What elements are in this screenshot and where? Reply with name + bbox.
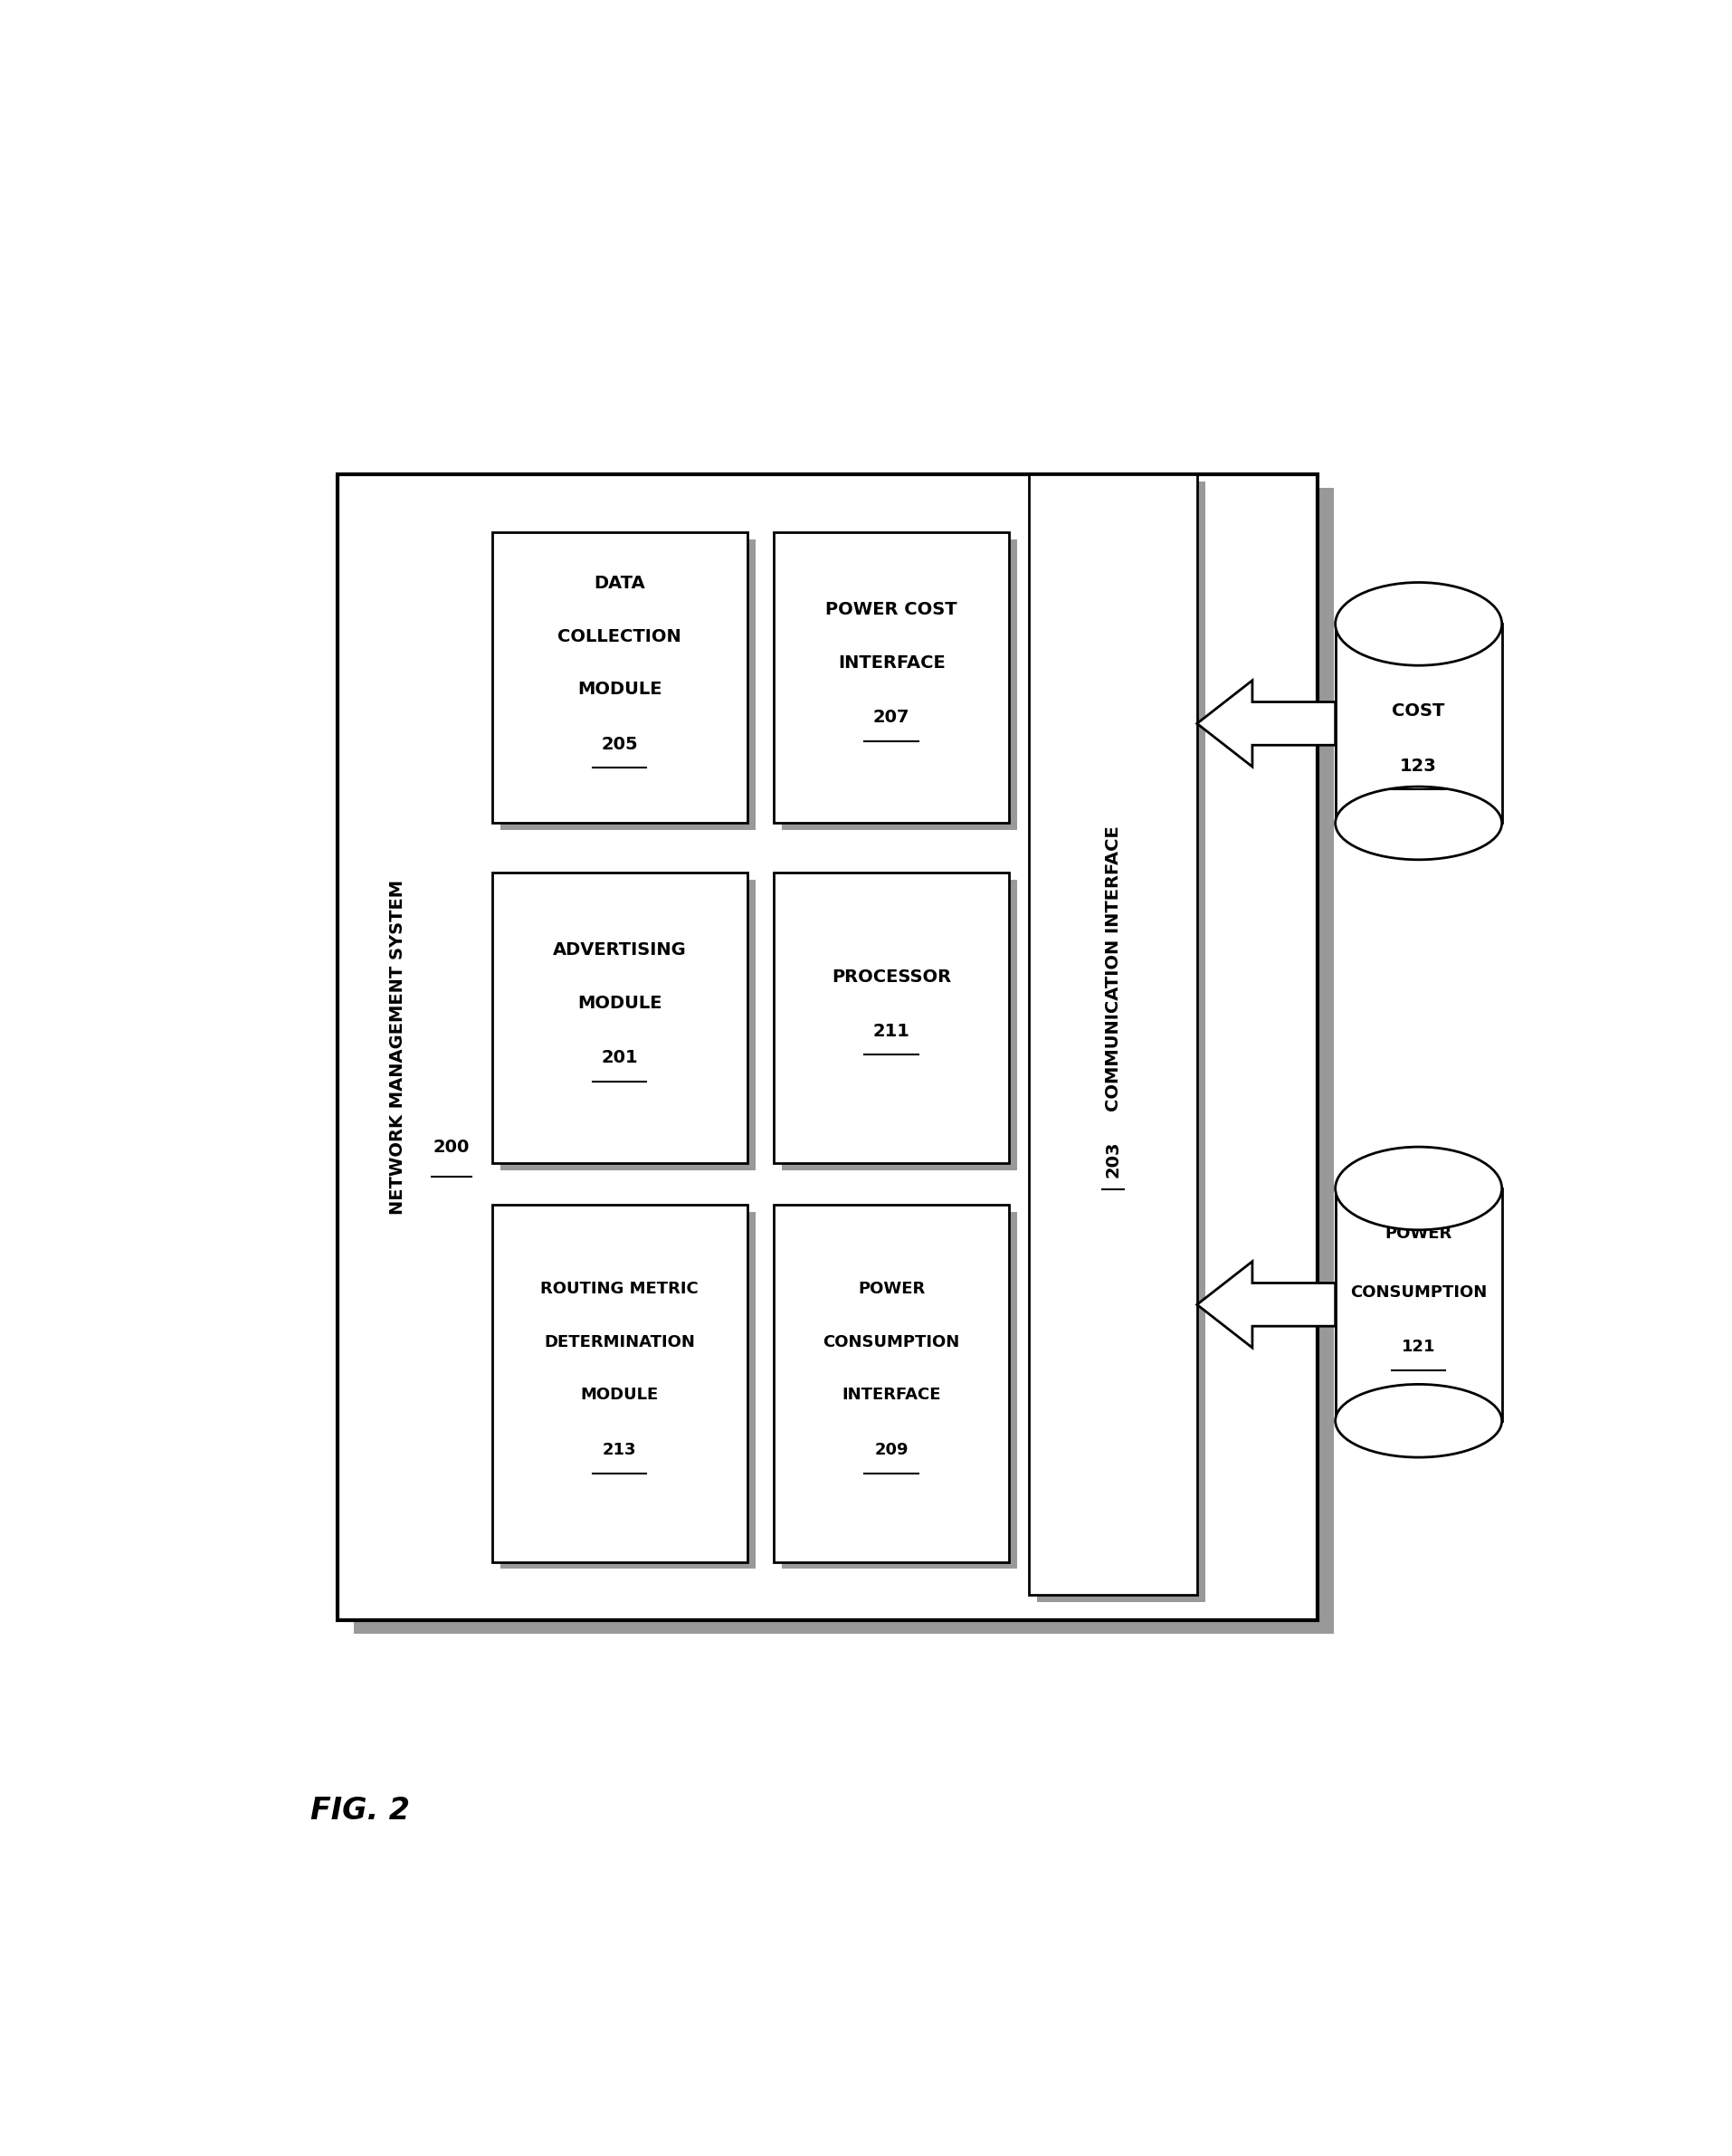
Bar xyxy=(492,1205,746,1561)
Bar xyxy=(501,880,755,1171)
Text: NETWORK MANAGEMENT SYSTEM: NETWORK MANAGEMENT SYSTEM xyxy=(390,880,407,1214)
Ellipse shape xyxy=(1335,582,1502,666)
Bar xyxy=(774,873,1008,1164)
Ellipse shape xyxy=(1335,1147,1502,1229)
Bar xyxy=(781,1212,1017,1570)
Text: COLLECTION: COLLECTION xyxy=(558,627,681,645)
Text: 213: 213 xyxy=(603,1442,636,1457)
Bar xyxy=(1335,1188,1502,1421)
Text: POWER COST: POWER COST xyxy=(824,602,956,619)
Text: INTERFACE: INTERFACE xyxy=(842,1386,940,1404)
Text: POWER: POWER xyxy=(1382,645,1455,662)
Text: ADVERTISING: ADVERTISING xyxy=(553,942,686,959)
Bar xyxy=(492,533,746,824)
Text: COST: COST xyxy=(1391,703,1444,720)
Bar xyxy=(501,539,755,830)
Text: MODULE: MODULE xyxy=(580,1386,658,1404)
Bar xyxy=(774,1205,1008,1561)
Text: ROUTING METRIC: ROUTING METRIC xyxy=(540,1281,698,1298)
Text: CONSUMPTION: CONSUMPTION xyxy=(1349,1285,1486,1300)
Bar xyxy=(501,1212,755,1570)
Text: CONSUMPTION: CONSUMPTION xyxy=(823,1335,960,1350)
Ellipse shape xyxy=(1335,1384,1502,1457)
Text: COMMUNICATION INTERFACE: COMMUNICATION INTERFACE xyxy=(1103,826,1121,1110)
Text: 121: 121 xyxy=(1401,1339,1434,1356)
Text: 203: 203 xyxy=(1103,1141,1121,1177)
Polygon shape xyxy=(1197,681,1335,768)
Bar xyxy=(781,539,1017,830)
Text: POWER: POWER xyxy=(1384,1227,1451,1242)
Text: DATA: DATA xyxy=(594,576,644,593)
Text: INTERFACE: INTERFACE xyxy=(837,655,944,671)
Text: MODULE: MODULE xyxy=(577,994,662,1011)
Text: 211: 211 xyxy=(873,1022,909,1039)
Text: MODULE: MODULE xyxy=(577,681,662,699)
Bar xyxy=(353,487,1334,1634)
Bar xyxy=(492,873,746,1164)
Bar xyxy=(1037,481,1204,1602)
Text: 123: 123 xyxy=(1399,757,1436,774)
Text: POWER: POWER xyxy=(857,1281,925,1298)
Bar xyxy=(1029,474,1197,1595)
Polygon shape xyxy=(1197,1261,1335,1348)
Text: 205: 205 xyxy=(601,735,637,752)
Text: DETERMINATION: DETERMINATION xyxy=(544,1335,695,1350)
Text: 207: 207 xyxy=(873,709,909,727)
Ellipse shape xyxy=(1335,787,1502,860)
Text: 201: 201 xyxy=(601,1050,637,1067)
Text: 209: 209 xyxy=(875,1442,908,1457)
Bar xyxy=(781,880,1017,1171)
Text: 200: 200 xyxy=(433,1138,469,1156)
Text: PROCESSOR: PROCESSOR xyxy=(831,968,951,985)
Text: FIG. 2: FIG. 2 xyxy=(310,1796,410,1826)
Bar xyxy=(338,474,1318,1619)
Bar xyxy=(1335,623,1502,824)
Bar xyxy=(774,533,1008,824)
